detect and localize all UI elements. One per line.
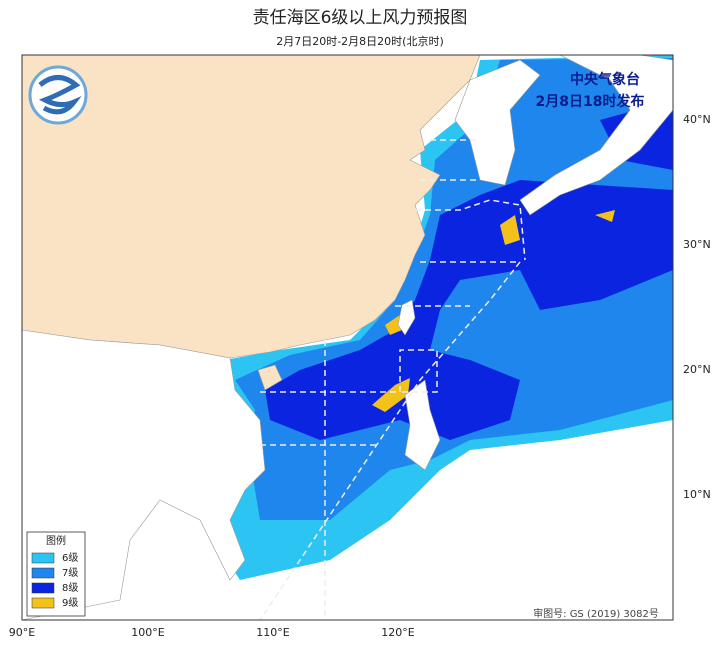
legend-swatch xyxy=(31,552,55,564)
issuer-name: 中央气象台 xyxy=(570,71,640,88)
issue-time: 2月8日18时发布 xyxy=(536,93,645,110)
legend-label: 6级 xyxy=(62,552,78,564)
approval-number: 审图号: GS (2019) 3082号 xyxy=(533,607,659,620)
legend-swatch xyxy=(31,567,55,579)
map xyxy=(22,55,673,620)
legend-title: 图例 xyxy=(46,534,66,547)
lon-label: 90°E xyxy=(9,626,35,639)
title: 责任海区6级以上风力预报图 xyxy=(253,8,468,28)
lat-label: 40°N xyxy=(683,113,711,126)
legend-swatch xyxy=(31,582,55,594)
legend-label: 9级 xyxy=(62,597,78,609)
map-frame xyxy=(21,54,674,621)
legend-label: 8级 xyxy=(62,582,78,594)
lat-label: 10°N xyxy=(683,488,711,501)
logo xyxy=(28,65,88,125)
lon-label: 110°E xyxy=(256,626,289,639)
lat-label: 20°N xyxy=(683,363,711,376)
lon-label: 100°E xyxy=(131,626,164,639)
legend-label: 7级 xyxy=(62,567,78,579)
legend: 图例 6级 7级 8级 9级 xyxy=(26,531,86,617)
sea-area-boundaries xyxy=(259,139,526,620)
lon-label: 120°E xyxy=(381,626,414,639)
legend-swatch xyxy=(31,597,55,609)
lat-label: 30°N xyxy=(683,238,711,251)
subtitle: 2月7日20时-2月8日20时(北京时) xyxy=(276,34,444,48)
